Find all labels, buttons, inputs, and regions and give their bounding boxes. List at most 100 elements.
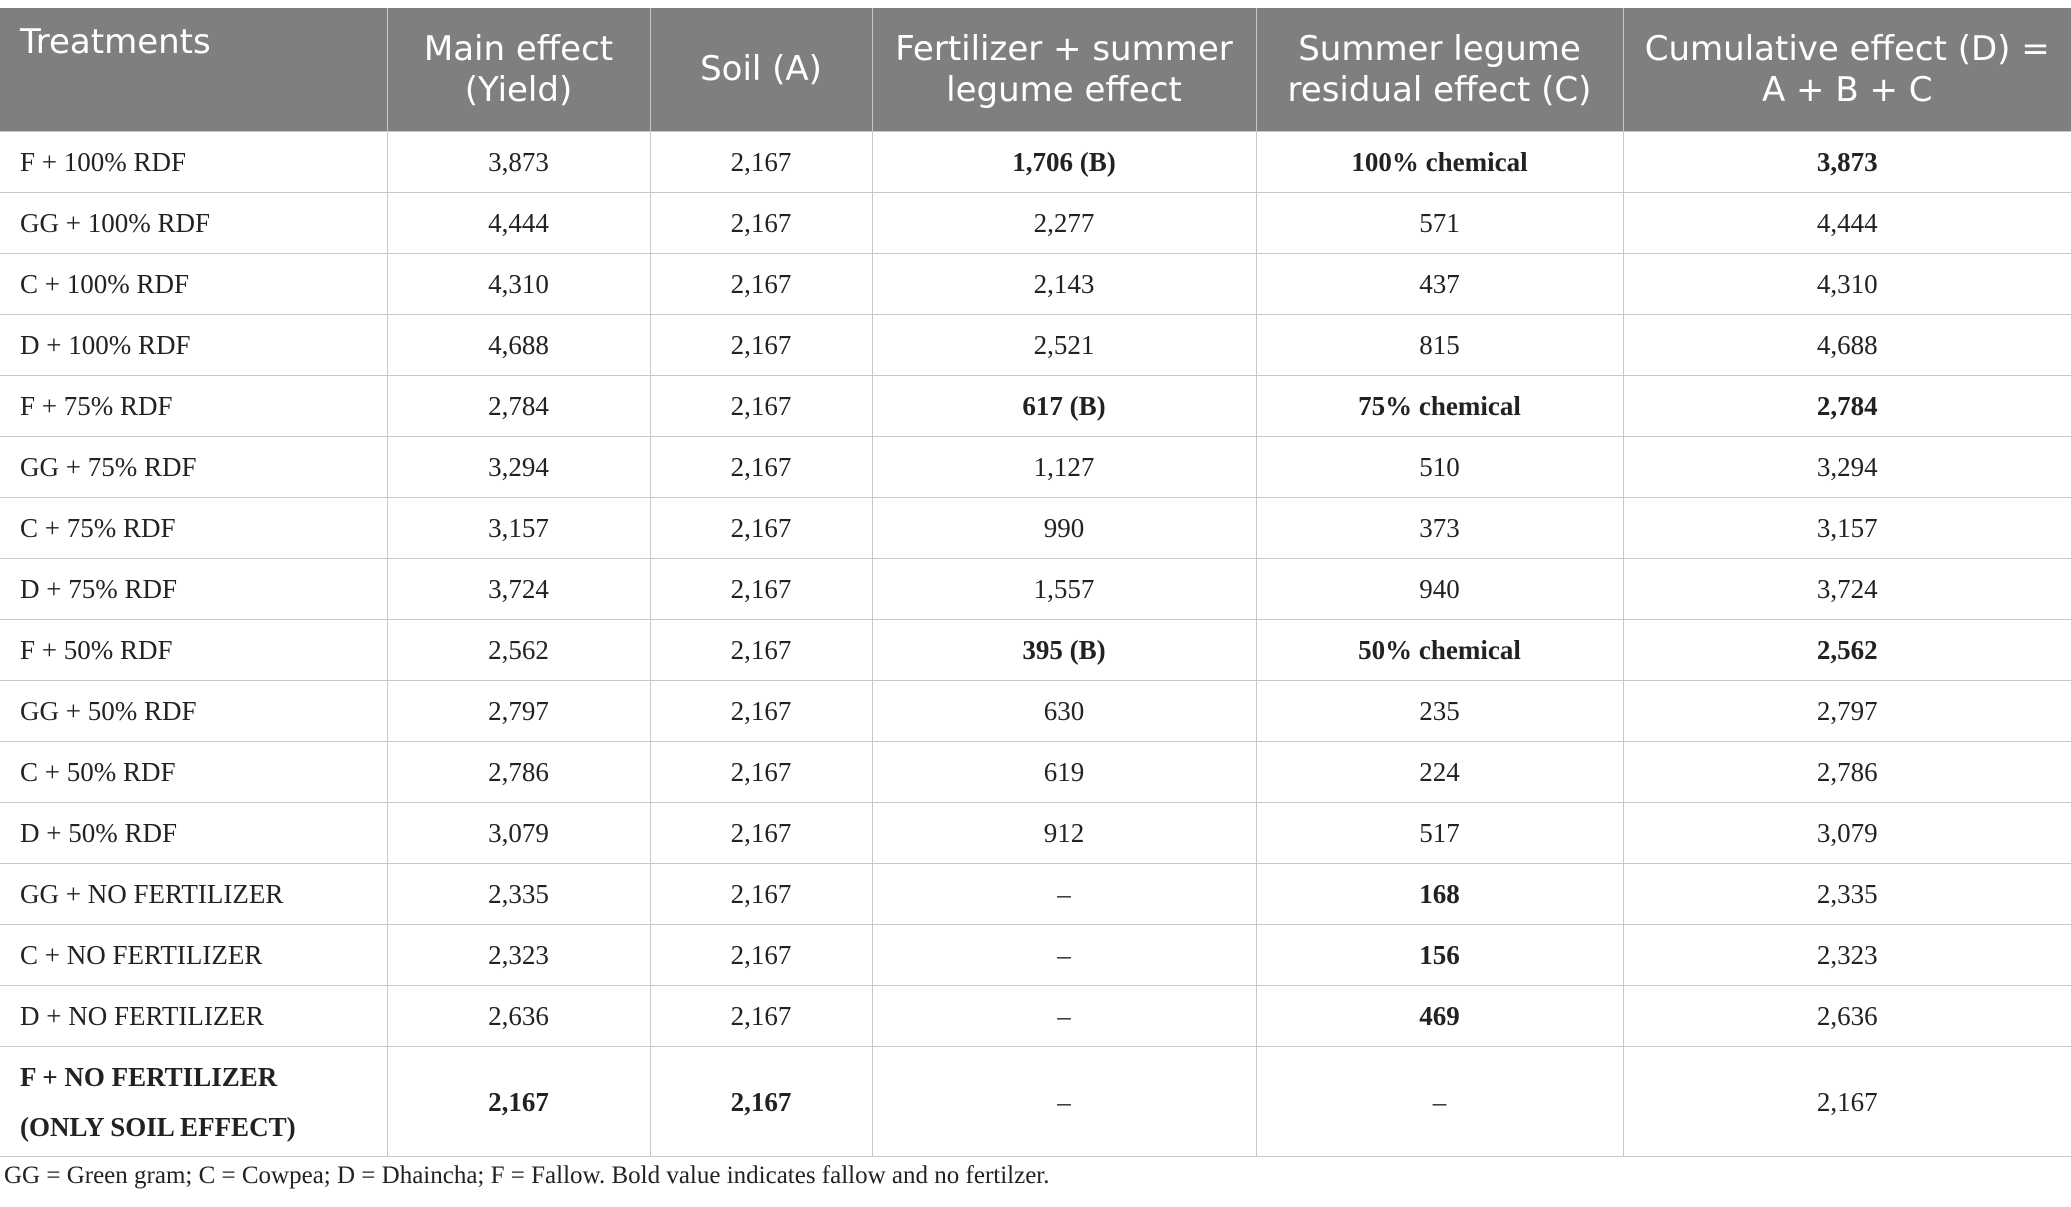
- cell-soil: 2,167: [649, 802, 872, 864]
- cell-main: 3,873: [386, 131, 650, 193]
- header-fertilizer-legume-effect: Fertilizer + summer legume effect: [871, 8, 1256, 132]
- cell-fert: 630: [871, 680, 1256, 742]
- cell-soil: 2,167: [649, 131, 872, 193]
- table-row: F + 50% RDF 2,562 2,167 395 (B) 50% chem…: [0, 619, 2071, 681]
- cell-treatment-line2: (ONLY SOIL EFFECT): [20, 1111, 296, 1142]
- table-row: C + 100% RDF 4,310 2,167 2,143 437 4,310: [0, 253, 2071, 315]
- cell-residual: 510: [1255, 436, 1623, 498]
- cell-cumulative: 2,636: [1622, 985, 2071, 1047]
- cell-fert: –: [871, 924, 1256, 986]
- cell-treatment: F + 50% RDF: [0, 619, 387, 681]
- cell-cumulative: 2,786: [1622, 741, 2071, 803]
- table-row: C + 50% RDF 2,786 2,167 619 224 2,786: [0, 741, 2071, 803]
- cell-soil: 2,167: [649, 924, 872, 986]
- cell-treatment: D + NO FERTILIZER: [0, 985, 387, 1047]
- cell-residual: 571: [1255, 192, 1623, 254]
- table-row: GG + 100% RDF 4,444 2,167 2,277 571 4,44…: [0, 192, 2071, 254]
- cell-fert: 2,143: [871, 253, 1256, 315]
- cell-main: 2,335: [386, 863, 650, 925]
- cell-main: 4,444: [386, 192, 650, 254]
- cell-treatment: C + 100% RDF: [0, 253, 387, 315]
- cell-treatment: GG + NO FERTILIZER: [0, 863, 387, 925]
- cell-main: 3,724: [386, 558, 650, 620]
- cell-soil: 2,167: [649, 741, 872, 803]
- cell-residual: 100% chemical: [1255, 131, 1623, 193]
- table-row: F + 100% RDF 3,873 2,167 1,706 (B) 100% …: [0, 131, 2071, 193]
- cell-residual: 469: [1255, 985, 1623, 1047]
- cell-treatment: GG + 75% RDF: [0, 436, 387, 498]
- table-row: F + NO FERTILIZER (ONLY SOIL EFFECT) 2,1…: [0, 1046, 2071, 1157]
- cell-soil: 2,167: [649, 192, 872, 254]
- header-treatments: Treatments: [0, 8, 387, 132]
- header-soil: Soil (A): [649, 8, 872, 132]
- cell-main: 2,562: [386, 619, 650, 681]
- cell-main: 2,784: [386, 375, 650, 437]
- cell-cumulative: 3,724: [1622, 558, 2071, 620]
- table-header-row: Treatments Main effect (Yield) Soil (A) …: [0, 8, 2071, 132]
- header-main-effect: Main effect (Yield): [386, 8, 650, 132]
- table-row: GG + NO FERTILIZER 2,335 2,167 – 168 2,3…: [0, 863, 2071, 925]
- cell-soil: 2,167: [649, 375, 872, 437]
- cell-cumulative: 4,310: [1622, 253, 2071, 315]
- cell-cumulative: 2,797: [1622, 680, 2071, 742]
- cell-soil: 2,167: [649, 619, 872, 681]
- cell-residual: 373: [1255, 497, 1623, 559]
- table-row: C + 75% RDF 3,157 2,167 990 373 3,157: [0, 497, 2071, 559]
- cell-fert: –: [871, 863, 1256, 925]
- header-cumulative-effect: Cumulative effect (D) = A + B + C: [1622, 8, 2071, 132]
- cell-cumulative: 4,688: [1622, 314, 2071, 376]
- cell-fert: 912: [871, 802, 1256, 864]
- cell-cumulative: 2,167: [1622, 1046, 2071, 1157]
- cell-cumulative: 3,294: [1622, 436, 2071, 498]
- cell-cumulative: 3,079: [1622, 802, 2071, 864]
- cell-soil: 2,167: [649, 436, 872, 498]
- table-row: D + 50% RDF 3,079 2,167 912 517 3,079: [0, 802, 2071, 864]
- table-footnote: GG = Green gram; C = Cowpea; D = Dhainch…: [4, 1162, 1050, 1189]
- cell-fert: 990: [871, 497, 1256, 559]
- cell-residual: –: [1255, 1046, 1623, 1157]
- cell-residual: 50% chemical: [1255, 619, 1623, 681]
- cell-cumulative: 2,562: [1622, 619, 2071, 681]
- cell-soil: 2,167: [649, 497, 872, 559]
- cell-cumulative: 2,784: [1622, 375, 2071, 437]
- cell-residual: 940: [1255, 558, 1623, 620]
- cell-treatment: GG + 50% RDF: [0, 680, 387, 742]
- cell-main: 3,294: [386, 436, 650, 498]
- cell-residual: 224: [1255, 741, 1623, 803]
- cell-treatment: F + 100% RDF: [0, 131, 387, 193]
- cell-treatment: GG + 100% RDF: [0, 192, 387, 254]
- cell-treatment: D + 100% RDF: [0, 314, 387, 376]
- cell-fert: 619: [871, 741, 1256, 803]
- results-table: Treatments Main effect (Yield) Soil (A) …: [0, 8, 2071, 1157]
- cell-residual: 815: [1255, 314, 1623, 376]
- cell-soil: 2,167: [649, 314, 872, 376]
- cell-residual: 235: [1255, 680, 1623, 742]
- cell-cumulative: 3,157: [1622, 497, 2071, 559]
- cell-fert: 1,706 (B): [871, 131, 1256, 193]
- cell-cumulative: 3,873: [1622, 131, 2071, 193]
- table-row: D + 100% RDF 4,688 2,167 2,521 815 4,688: [0, 314, 2071, 376]
- cell-fert: 2,521: [871, 314, 1256, 376]
- cell-residual: 437: [1255, 253, 1623, 315]
- cell-soil: 2,167: [649, 1046, 872, 1157]
- cell-treatment: D + 75% RDF: [0, 558, 387, 620]
- table-row: D + 75% RDF 3,724 2,167 1,557 940 3,724: [0, 558, 2071, 620]
- cell-main: 2,167: [386, 1046, 650, 1157]
- cell-fert: 395 (B): [871, 619, 1256, 681]
- cell-main: 4,688: [386, 314, 650, 376]
- cell-fert: 617 (B): [871, 375, 1256, 437]
- cell-treatment: F + NO FERTILIZER (ONLY SOIL EFFECT): [0, 1046, 387, 1157]
- cell-fert: 1,557: [871, 558, 1256, 620]
- cell-fert: 1,127: [871, 436, 1256, 498]
- cell-main: 2,636: [386, 985, 650, 1047]
- cell-fert: 2,277: [871, 192, 1256, 254]
- cell-soil: 2,167: [649, 253, 872, 315]
- cell-soil: 2,167: [649, 985, 872, 1047]
- cell-cumulative: 4,444: [1622, 192, 2071, 254]
- cell-main: 2,786: [386, 741, 650, 803]
- cell-residual: 156: [1255, 924, 1623, 986]
- cell-treatment: C + 75% RDF: [0, 497, 387, 559]
- cell-cumulative: 2,335: [1622, 863, 2071, 925]
- table-row: GG + 50% RDF 2,797 2,167 630 235 2,797: [0, 680, 2071, 742]
- cell-main: 3,079: [386, 802, 650, 864]
